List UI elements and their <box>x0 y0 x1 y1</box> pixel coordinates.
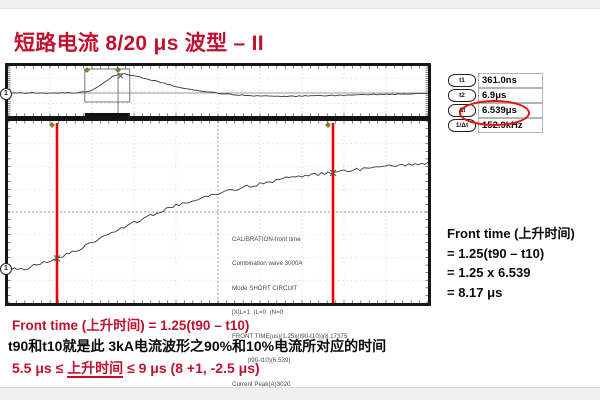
cursor-diamond-marker <box>115 67 120 72</box>
rise-time-limit-text: 5.5 μs ≤ 上升时间 ≤ 9 μs (8 +1, -2.5 μs) <box>12 358 260 378</box>
channel-1-marker: 1 <box>0 263 12 275</box>
overview-waveform-svg <box>8 66 428 116</box>
front-time-line: Front time (上升时间) <box>447 224 575 244</box>
front-time-line: = 1.25(t90 – t10) <box>447 244 575 264</box>
scope-zoom-panel: CALIBRATION-front time Combination wave … <box>8 121 428 303</box>
front-time-formula-text: Front time (上升时间) = 1.25(t90 – t10) <box>12 314 249 334</box>
readout-label-t2: t2 <box>448 89 476 102</box>
scope-overview-panel: 1 <box>8 66 428 116</box>
calibration-line: Mode SHORT CIRCUIT <box>232 285 347 293</box>
calibration-text-block: CALIBRATION-front time Combination wave … <box>232 220 347 400</box>
channel-1-marker: 1 <box>0 88 12 100</box>
calibration-line: (t90-t10)(6.539) <box>232 357 347 365</box>
limit-text-underlined: 上升时间 <box>67 360 123 378</box>
page-title: 短路电流 8/20 μs 波型 – II <box>14 27 264 57</box>
readout-label-t1: t1 <box>448 74 476 87</box>
limit-text-pre: 5.5 μs ≤ <box>12 360 67 376</box>
slide-root: 短路电流 8/20 μs 波型 – II 1 CALIBRATION-front… <box>0 0 600 400</box>
calibration-line: Current Peak(A)3020 <box>232 381 347 389</box>
calibration-line: Combination wave 3000A <box>232 260 347 268</box>
dt-highlight-ellipse <box>459 100 530 126</box>
zoom-selection-box <box>84 67 129 116</box>
zoom-region-bar <box>85 113 130 116</box>
calibration-line: FRONT TIME(us)(1.25x(t90-t10))(8.17375 <box>232 333 347 341</box>
readout-value-t1: 361.0ns <box>478 73 543 88</box>
oscilloscope-screenshot: 1 CALIBRATION-front time Combination wav… <box>5 63 431 306</box>
front-time-line: = 8.17 μs <box>447 283 575 303</box>
zoom-waveform-svg <box>8 121 428 303</box>
calibration-line: [X]L=1 (L=0 (N=0 <box>232 309 347 317</box>
cursor-diamond-marker <box>325 122 330 127</box>
front-time-calculation: Front time (上升时间) = 1.25(t90 – t10) = 1.… <box>447 224 575 302</box>
calibration-line: CALIBRATION-front time <box>232 236 347 244</box>
readout-row: t1 361.0ns <box>448 74 543 87</box>
top-edge-strip <box>0 0 600 9</box>
front-time-line: = 1.25 x 6.539 <box>447 263 575 283</box>
graticule-grid <box>8 121 428 303</box>
graticule-grid <box>8 66 428 116</box>
